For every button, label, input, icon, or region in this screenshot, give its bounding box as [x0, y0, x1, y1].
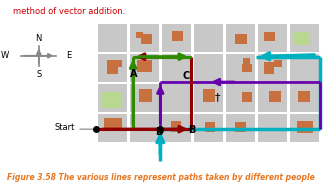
Bar	[162, 114, 191, 142]
Bar	[130, 114, 159, 142]
Bar	[98, 54, 127, 82]
Bar	[258, 84, 287, 112]
Text: Figure 3.58 The various lines represent paths taken by different people: Figure 3.58 The various lines represent …	[7, 173, 314, 182]
Bar	[194, 114, 223, 142]
Bar	[235, 122, 246, 132]
Bar	[258, 24, 287, 52]
Bar	[141, 34, 152, 44]
Bar	[194, 54, 223, 82]
Bar	[98, 24, 127, 52]
Text: †: †	[215, 92, 221, 102]
Bar	[258, 114, 287, 142]
Bar	[298, 91, 310, 102]
Bar	[290, 84, 318, 112]
Bar	[202, 89, 215, 102]
Bar	[172, 31, 183, 41]
Text: B: B	[189, 125, 196, 135]
Bar	[162, 54, 191, 82]
Bar	[264, 62, 274, 74]
Text: E: E	[67, 51, 72, 60]
Bar	[137, 60, 152, 72]
Bar	[194, 24, 223, 52]
Bar	[162, 84, 191, 112]
Bar	[242, 64, 252, 72]
Text: N: N	[35, 34, 42, 43]
Bar	[104, 118, 122, 131]
Bar	[290, 114, 318, 142]
Bar	[98, 114, 127, 142]
Text: Start: Start	[55, 123, 75, 132]
Text: W: W	[1, 51, 9, 60]
Bar	[130, 24, 159, 52]
Text: D: D	[155, 127, 163, 137]
Bar	[98, 84, 127, 112]
Bar	[243, 58, 250, 65]
Bar	[226, 84, 255, 112]
Bar	[274, 60, 282, 67]
Bar	[235, 34, 247, 44]
Bar	[258, 54, 287, 82]
Bar	[162, 24, 191, 52]
Bar	[294, 32, 310, 45]
Bar	[297, 121, 313, 133]
Bar	[269, 91, 281, 102]
Bar	[102, 92, 121, 108]
Bar	[138, 89, 152, 102]
Bar	[171, 121, 181, 132]
Bar	[205, 122, 215, 132]
Bar	[112, 60, 122, 67]
Bar	[290, 24, 318, 52]
Bar	[130, 84, 159, 112]
Bar	[226, 54, 255, 82]
Bar	[136, 32, 143, 38]
Bar	[107, 60, 118, 74]
Bar	[226, 114, 255, 142]
Bar	[194, 84, 223, 112]
Bar	[242, 92, 252, 102]
Text: S: S	[36, 70, 41, 79]
Text: C: C	[182, 71, 189, 81]
Bar	[130, 54, 159, 82]
Bar	[264, 32, 275, 41]
Bar	[290, 54, 318, 82]
Text: method of vector addition.: method of vector addition.	[13, 7, 125, 16]
Text: A: A	[130, 69, 137, 79]
Bar	[226, 24, 255, 52]
